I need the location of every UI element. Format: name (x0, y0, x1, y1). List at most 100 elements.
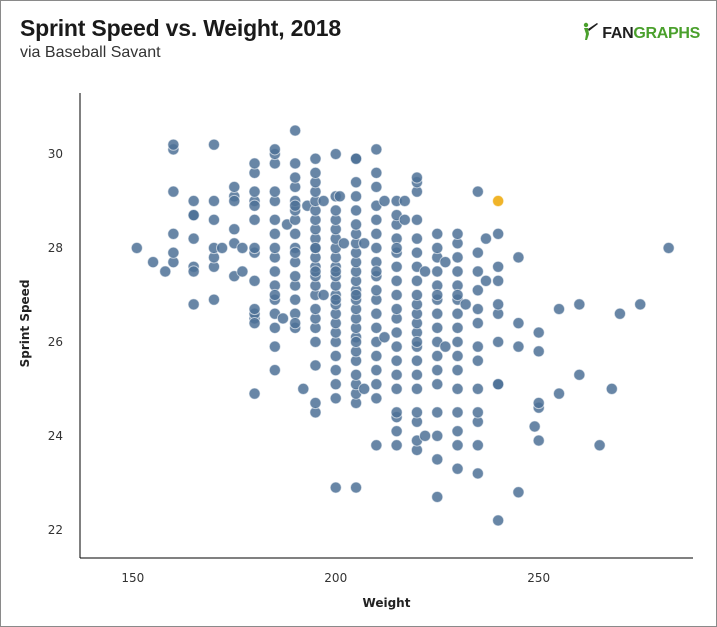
data-point (289, 227, 302, 241)
data-point (370, 241, 383, 255)
data-point (228, 194, 241, 208)
data-point (410, 171, 424, 184)
data-point (146, 255, 160, 269)
y-tick-label: 22 (48, 523, 63, 537)
y-tick-label: 30 (48, 147, 63, 161)
data-point (248, 157, 261, 170)
data-point (662, 241, 675, 255)
data-point (410, 354, 424, 367)
data-point (439, 340, 452, 353)
logo-text-fan: FAN (602, 24, 634, 42)
data-point (410, 213, 424, 226)
x-tick-label: 150 (121, 571, 144, 585)
data-point (309, 396, 322, 410)
data-point (410, 232, 424, 245)
data-point (390, 241, 403, 255)
data-point (410, 406, 424, 419)
data-point (613, 307, 627, 320)
data-point (431, 241, 444, 255)
data-point (451, 335, 464, 349)
data-point (187, 194, 200, 208)
data-point (390, 354, 403, 367)
data-point (248, 387, 261, 400)
data-point (431, 364, 444, 377)
data-point (349, 152, 363, 165)
data-point (431, 307, 444, 320)
data-point (370, 392, 383, 405)
data-point (228, 223, 241, 236)
data-point (370, 180, 383, 194)
data-point (289, 199, 302, 212)
data-point (329, 293, 342, 306)
data-point (236, 265, 249, 278)
data-point (451, 251, 464, 264)
data-point (370, 143, 383, 156)
data-point (167, 246, 180, 259)
data-point (471, 246, 484, 259)
data-point (370, 349, 383, 363)
data-point (329, 481, 342, 494)
data-point (309, 166, 322, 179)
data-point (451, 321, 464, 334)
data-point (390, 382, 403, 396)
data-point (492, 274, 505, 287)
data-point (492, 514, 505, 527)
data-point (349, 481, 363, 494)
data-point (370, 265, 383, 278)
data-point (289, 124, 302, 137)
y-tick-label: 24 (48, 429, 63, 443)
data-point (187, 265, 200, 278)
data-point (471, 284, 484, 297)
data-point (349, 368, 363, 381)
data-point (349, 176, 363, 189)
data-point (207, 194, 221, 208)
data-point (248, 302, 261, 316)
data-point (451, 425, 464, 438)
data-point (309, 359, 322, 372)
data-point (248, 199, 261, 212)
data-point (451, 364, 464, 377)
data-point (532, 326, 545, 339)
data-point (268, 340, 281, 353)
data-point (309, 302, 322, 316)
x-tick-label: 200 (324, 571, 347, 585)
data-point (439, 255, 452, 269)
data-point (512, 317, 525, 330)
data-point (532, 434, 545, 447)
logo-text-graphs: GRAPHS (633, 24, 700, 42)
data-point (532, 345, 545, 358)
data-point (418, 265, 432, 278)
data-point (329, 378, 342, 391)
data-point (329, 364, 342, 377)
data-point (236, 241, 249, 255)
data-point (390, 425, 403, 438)
data-point (309, 335, 322, 349)
data-point (431, 490, 444, 504)
data-point (370, 213, 383, 226)
data-point (207, 213, 221, 226)
data-point (492, 298, 505, 311)
data-point (268, 265, 281, 278)
data-point (431, 227, 444, 241)
data-point (268, 213, 281, 226)
data-point (159, 265, 172, 278)
data-point (370, 364, 383, 377)
data-point (268, 143, 281, 156)
data-point (289, 270, 302, 283)
data-point (451, 265, 464, 278)
data-point (333, 190, 346, 203)
data-point (471, 439, 484, 452)
data-point (471, 302, 484, 316)
data-point (410, 368, 424, 381)
data-point (532, 396, 545, 410)
data-point (431, 453, 444, 466)
data-point (187, 232, 200, 245)
data-point (451, 406, 464, 419)
data-point (410, 246, 424, 259)
data-point (573, 298, 586, 311)
x-axis-title: Weight (363, 596, 411, 610)
data-point (390, 260, 403, 273)
data-point (289, 157, 302, 170)
